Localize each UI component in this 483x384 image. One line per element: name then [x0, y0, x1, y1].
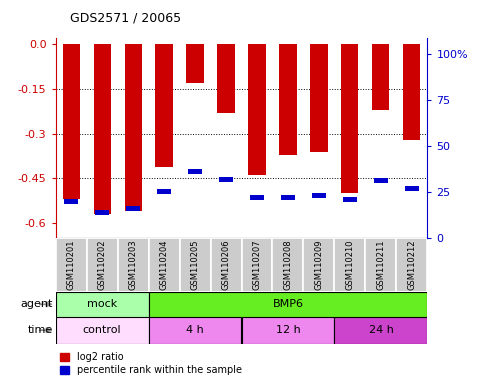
Bar: [188, 169, 202, 174]
Bar: [343, 197, 357, 202]
Legend: log2 ratio, percentile rank within the sample: log2 ratio, percentile rank within the s…: [60, 353, 242, 375]
Bar: [149, 238, 180, 292]
Text: GSM110212: GSM110212: [408, 240, 416, 290]
Text: GSM110206: GSM110206: [222, 240, 230, 290]
Text: 24 h: 24 h: [369, 325, 394, 335]
Text: GSM110205: GSM110205: [190, 240, 199, 290]
Bar: [211, 238, 242, 292]
Text: 4 h: 4 h: [186, 325, 204, 335]
Bar: [334, 238, 366, 292]
Text: time: time: [28, 325, 53, 335]
Text: agent: agent: [21, 299, 53, 310]
Bar: [341, 45, 358, 194]
Text: GDS2571 / 20065: GDS2571 / 20065: [70, 12, 181, 25]
Bar: [405, 186, 419, 191]
Bar: [86, 238, 117, 292]
Bar: [186, 45, 203, 83]
Bar: [157, 189, 171, 194]
Bar: [248, 45, 266, 175]
Bar: [374, 179, 388, 184]
Bar: [126, 206, 140, 211]
Bar: [219, 177, 233, 182]
Text: 12 h: 12 h: [276, 325, 300, 335]
Text: GSM110203: GSM110203: [128, 240, 138, 290]
Text: GSM110202: GSM110202: [98, 240, 107, 290]
Bar: [64, 199, 78, 204]
Bar: [56, 292, 149, 317]
Bar: [366, 238, 397, 292]
Bar: [149, 317, 242, 344]
Text: mock: mock: [87, 299, 117, 310]
Bar: [149, 292, 427, 317]
Bar: [94, 45, 111, 214]
Bar: [372, 45, 389, 110]
Bar: [311, 45, 327, 152]
Bar: [180, 238, 211, 292]
Text: GSM110201: GSM110201: [67, 240, 75, 290]
Text: GSM110211: GSM110211: [376, 240, 385, 290]
Bar: [242, 238, 272, 292]
Bar: [281, 195, 295, 200]
Bar: [56, 238, 86, 292]
Bar: [62, 45, 80, 199]
Bar: [250, 195, 264, 200]
Text: GSM110208: GSM110208: [284, 240, 293, 290]
Bar: [303, 238, 334, 292]
Bar: [280, 45, 297, 155]
Text: control: control: [83, 325, 121, 335]
Text: GSM110207: GSM110207: [253, 240, 261, 290]
Bar: [272, 238, 303, 292]
Text: GSM110210: GSM110210: [345, 240, 355, 290]
Bar: [334, 317, 427, 344]
Bar: [56, 317, 149, 344]
Text: GSM110209: GSM110209: [314, 240, 324, 290]
Bar: [125, 45, 142, 211]
Bar: [403, 45, 421, 140]
Bar: [117, 238, 149, 292]
Bar: [156, 45, 172, 167]
Bar: [242, 317, 334, 344]
Bar: [397, 238, 427, 292]
Bar: [217, 45, 235, 113]
Bar: [312, 193, 326, 198]
Text: BMP6: BMP6: [272, 299, 303, 310]
Bar: [95, 210, 109, 215]
Text: GSM110204: GSM110204: [159, 240, 169, 290]
